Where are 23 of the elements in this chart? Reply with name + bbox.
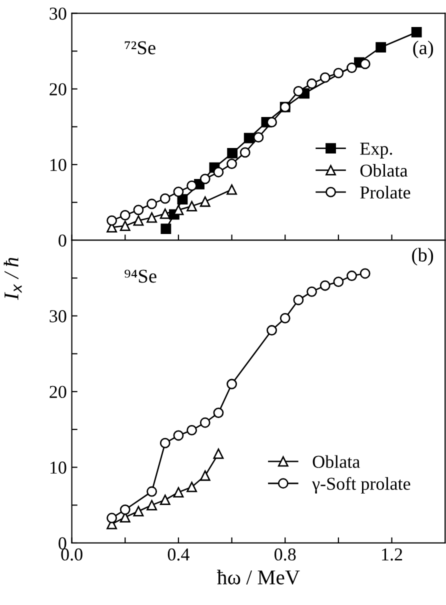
y-tick-label: 20 xyxy=(50,83,66,96)
x-tick-label: 0.8 xyxy=(274,548,296,561)
y-tick-label: 30 xyxy=(50,8,66,20)
legend-label: Oblata xyxy=(360,164,408,177)
x-tick-label: 0.4 xyxy=(168,548,190,561)
x-tick-label: 1.2 xyxy=(382,548,402,561)
y-axis-title: I$_{x}$ / ħ xyxy=(4,258,22,300)
annotation: ⁹⁴Se xyxy=(124,270,156,283)
annotation: ⁷²Se xyxy=(124,41,156,54)
y-tick-label: 10 xyxy=(50,462,66,474)
legend-label: Oblata xyxy=(312,455,360,468)
y-tick-label: 10 xyxy=(50,158,66,171)
y-tick-label: 0 xyxy=(58,234,66,247)
y-tick-label: 20 xyxy=(50,386,66,398)
annotation: (b) xyxy=(412,248,434,266)
y-tick-label: 0 xyxy=(58,537,66,550)
legend-label: Prolate xyxy=(360,186,410,199)
legend-label: γ-Soft prolate xyxy=(312,476,410,494)
annotation: (a) xyxy=(413,40,434,58)
legend-label: Exp. xyxy=(360,142,392,158)
x-axis-title: ħω / MeV xyxy=(217,570,300,585)
y-tick-label: 30 xyxy=(50,310,66,322)
x-tick-label: 0.0 xyxy=(61,548,82,561)
